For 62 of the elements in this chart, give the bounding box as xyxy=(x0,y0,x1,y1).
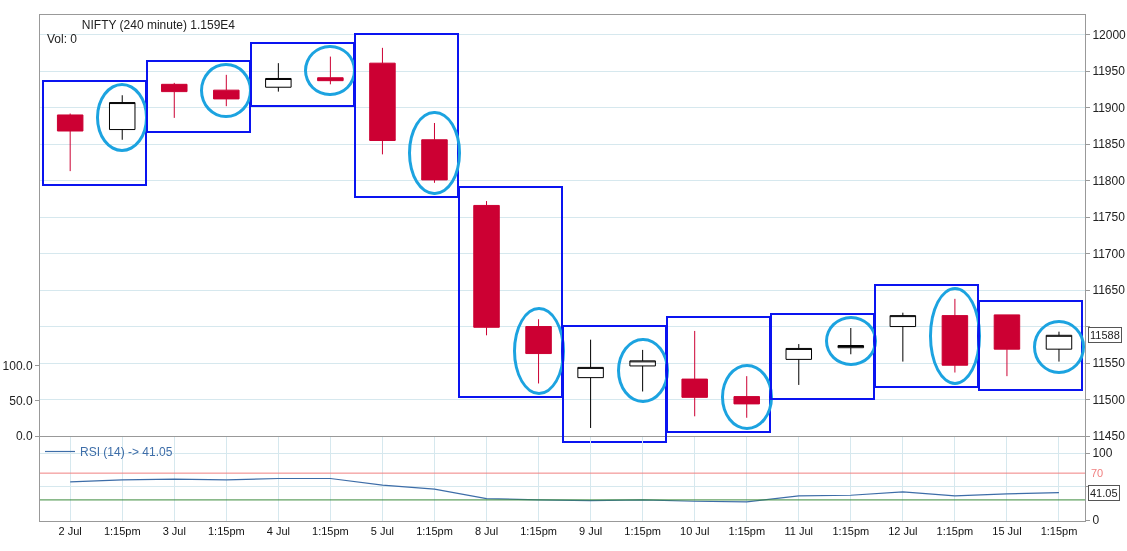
x-tick-label: 4 Jul xyxy=(266,525,290,538)
x-tick-label: 1:15pm xyxy=(312,525,349,538)
candlestick xyxy=(733,375,760,419)
text: 11588 xyxy=(1090,329,1120,341)
candlestick xyxy=(889,312,917,363)
candlestick xyxy=(837,327,865,355)
candlestick xyxy=(421,122,448,184)
y-tick-label: 11650 xyxy=(1092,283,1126,298)
candlestick xyxy=(629,349,656,392)
y-tick-label: 11750 xyxy=(1092,210,1126,225)
y-tick-label: 11900 xyxy=(1092,100,1126,115)
candlestick xyxy=(56,113,84,172)
x-tick-label: 12 Jul xyxy=(888,525,918,538)
ref-line-label: 70 xyxy=(1091,467,1104,479)
candlestick xyxy=(993,314,1021,377)
legend-label: RSI (14) -> 41.05 xyxy=(80,445,173,460)
x-tick-label: 1:15pm xyxy=(416,525,453,538)
x-tick-label: 1:15pm xyxy=(936,525,974,538)
x-tick-label: 8 Jul xyxy=(474,525,499,538)
x-tick-label: 3 Jul xyxy=(162,525,186,538)
y2-tick-label: 0.0 xyxy=(15,429,33,444)
y-tick-label: 11950 xyxy=(1092,64,1126,79)
x-tick-label: 9 Jul xyxy=(578,525,603,538)
candlestick xyxy=(941,298,969,374)
annotation: Vol: 0 xyxy=(47,32,78,46)
chart-title: NIFTY (240 minute) 1.159E4 xyxy=(81,17,236,32)
candlestick xyxy=(681,330,708,417)
x-tick-label: 2 Jul xyxy=(58,525,82,538)
y-tick-label: 11450 xyxy=(1092,429,1126,444)
y-tick-label: 11850 xyxy=(1092,137,1126,152)
x-tick-label: 10 Jul xyxy=(680,525,710,538)
candlestick xyxy=(577,339,604,429)
text: 41.05 xyxy=(1090,487,1118,499)
y-tick-label: 11700 xyxy=(1092,246,1126,261)
y-tick-label: 12000 xyxy=(1092,27,1127,42)
candlestick xyxy=(525,318,552,384)
candlestick xyxy=(213,74,240,107)
y-tick-label: 100 xyxy=(1092,446,1113,461)
candlestick xyxy=(265,62,292,93)
y2-tick-label: 50.0 xyxy=(9,394,33,409)
x-tick-label: 1:15pm xyxy=(207,525,245,538)
y2-tick-label: 100.0 xyxy=(2,359,33,374)
y-tick-label: 0 xyxy=(1092,513,1100,528)
x-tick-label: 1:15pm xyxy=(1040,525,1078,538)
candlestick xyxy=(317,56,344,85)
x-tick-label: 11 Jul xyxy=(784,525,814,538)
candlestick xyxy=(161,82,188,119)
x-tick-label: 1:15pm xyxy=(728,525,766,538)
x-tick-label: 1:15pm xyxy=(520,525,557,538)
y-tick-label: 11800 xyxy=(1092,173,1126,188)
x-tick-label: 1:15pm xyxy=(103,525,141,538)
candlestick xyxy=(1045,331,1073,363)
x-tick-label: 15 Jul xyxy=(992,525,1022,538)
y-tick-label: 11500 xyxy=(1092,392,1126,407)
candlestick xyxy=(785,343,813,386)
x-tick-label: 1:15pm xyxy=(624,525,661,538)
x-tick-label: 1:15pm xyxy=(832,525,870,538)
x-tick-label: 5 Jul xyxy=(370,525,395,538)
candlestick xyxy=(473,200,500,336)
candlestick xyxy=(369,47,396,155)
y-tick-label: 11550 xyxy=(1092,356,1126,371)
candlestick xyxy=(108,94,136,141)
